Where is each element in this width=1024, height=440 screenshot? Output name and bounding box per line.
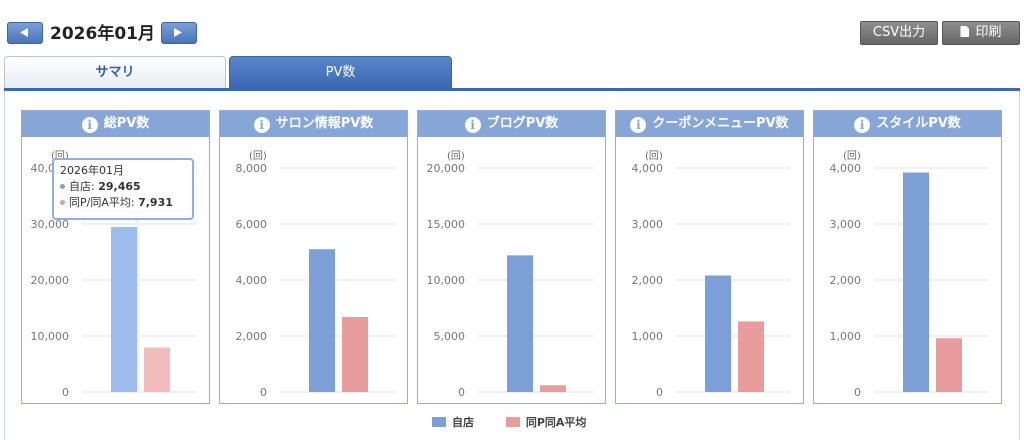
- chart-header: i サロン情報PV数: [220, 111, 407, 137]
- y-tick-label: 1,000: [632, 330, 664, 343]
- legend-item-self[interactable]: 自店: [432, 414, 474, 430]
- chart-title: サロン情報PV数: [275, 116, 374, 131]
- tooltip-self-value: 29,465: [98, 180, 141, 193]
- legend-label: 同P同A平均: [525, 416, 587, 429]
- y-tick-label: 3,000: [632, 218, 664, 231]
- y-tick-label: 20,000: [31, 274, 70, 287]
- bar-self[interactable]: [903, 172, 929, 392]
- document-icon: [960, 26, 970, 37]
- y-tick-label: 0: [854, 386, 861, 399]
- chart-style: (回) 0 1,000 2,000 3,000 4,000: [830, 150, 989, 399]
- tooltip-self-label: 自店:: [69, 180, 99, 193]
- legend-item-avg[interactable]: 同P同A平均: [505, 414, 587, 430]
- next-month-button[interactable]: [161, 22, 197, 44]
- bar-self[interactable]: [705, 275, 731, 392]
- chart-panel-total: i 総PV数 (回) 0 10,000 20,000 30,000 40,000: [21, 110, 210, 404]
- tab-underline: [4, 88, 1020, 91]
- tooltip-avg-value: 7,931: [138, 196, 173, 209]
- y-tick-label: 8,000: [236, 162, 268, 175]
- chart-coupon: (回) 0 1,000 2,000 3,000 4,000: [632, 150, 791, 399]
- chart-header: i 総PV数: [22, 111, 209, 137]
- legend-label: 自店: [452, 416, 474, 429]
- legend-swatch: [505, 417, 520, 427]
- chart-header: i クーポンメニューPV数: [616, 111, 803, 137]
- y-tick-label: 2,000: [236, 330, 268, 343]
- info-icon[interactable]: i: [81, 117, 98, 133]
- bar-self[interactable]: [507, 255, 533, 392]
- bar-average[interactable]: [342, 316, 368, 392]
- y-tick-label: 6,000: [236, 218, 268, 231]
- bar-self[interactable]: [111, 226, 137, 392]
- csv-export-label: CSV出力: [872, 25, 926, 40]
- chart-panel-style: i スタイルPV数 (回) 0 1,000 2,000 3,000 4,000: [813, 110, 1002, 404]
- bar-average[interactable]: [936, 338, 962, 392]
- y-tick-label: 2,000: [632, 274, 664, 287]
- chart-title: ブログPV数: [486, 116, 559, 131]
- chart-header: i スタイルPV数: [814, 111, 1001, 137]
- self-dot-icon: [60, 184, 65, 189]
- tab-pv[interactable]: PV数: [229, 56, 452, 89]
- prev-month-button[interactable]: [7, 22, 43, 44]
- triangle-left-icon: [20, 28, 28, 37]
- y-tick-label: 0: [458, 386, 465, 399]
- y-unit-label: (回): [843, 150, 861, 162]
- info-icon[interactable]: i: [630, 117, 647, 133]
- chart-panel-coupon: i クーポンメニューPV数 (回) 0 1,000 2,000 3,000 4,000: [615, 110, 804, 404]
- tooltip-month: 2026年01月: [60, 164, 124, 177]
- chart-legend: 自店 同P同A平均: [432, 414, 614, 430]
- chart-title: クーポンメニューPV数: [652, 116, 789, 131]
- tab-summary[interactable]: サマリ: [4, 56, 226, 89]
- bar-self[interactable]: [309, 249, 335, 392]
- bar-average[interactable]: [738, 321, 764, 392]
- chart-blog: (回) 0 5,000 10,000 15,000 20,000: [427, 150, 593, 399]
- info-icon[interactable]: i: [854, 117, 871, 133]
- y-tick-label: 2,000: [830, 274, 862, 287]
- y-tick-label: 4,000: [830, 162, 862, 175]
- y-unit-label: (回): [645, 150, 663, 162]
- avg-dot-icon: [60, 200, 65, 205]
- y-tick-label: 10,000: [427, 274, 466, 287]
- print-label: 印刷: [975, 25, 1002, 40]
- chart-title: 総PV数: [103, 116, 150, 131]
- legend-swatch: [432, 417, 446, 427]
- bar-average[interactable]: [144, 347, 170, 392]
- triangle-right-icon: [174, 28, 182, 37]
- y-tick-label: 1,000: [830, 330, 862, 343]
- chart-salon: (回) 0 2,000 4,000 6,000 8,000: [236, 150, 395, 399]
- y-tick-label: 0: [62, 386, 69, 399]
- csv-export-button[interactable]: CSV出力: [860, 21, 938, 45]
- month-title: 2026年01月: [50, 24, 155, 44]
- y-unit-label: (回): [249, 150, 267, 162]
- info-icon[interactable]: i: [253, 117, 270, 133]
- info-icon[interactable]: i: [464, 117, 481, 133]
- y-tick-label: 5,000: [434, 330, 466, 343]
- y-tick-label: 4,000: [632, 162, 664, 175]
- chart-tooltip: 2026年01月 自店: 29,465 同P/同A平均: 7,931: [52, 158, 194, 220]
- y-tick-label: 0: [260, 386, 267, 399]
- y-tick-label: 4,000: [236, 274, 268, 287]
- chart-panel-blog: i ブログPV数 (回) 0 5,000 10,000 15,000 20,000: [417, 110, 606, 404]
- chart-title: スタイルPV数: [876, 116, 961, 131]
- y-tick-label: 10,000: [31, 330, 70, 343]
- y-tick-label: 0: [656, 386, 663, 399]
- chart-panel-salon: i サロン情報PV数 (回) 0 2,000 4,000 6,000 8,000: [219, 110, 408, 404]
- y-tick-label: 30,000: [31, 218, 70, 231]
- y-tick-label: 15,000: [427, 218, 466, 231]
- chart-header: i ブログPV数: [418, 111, 605, 137]
- tooltip-avg-label: 同P/同A平均:: [69, 196, 139, 209]
- y-unit-label: (回): [447, 150, 465, 162]
- print-button[interactable]: 印刷: [942, 21, 1020, 45]
- content-area: [4, 91, 1020, 440]
- y-tick-label: 3,000: [830, 218, 862, 231]
- y-tick-label: 20,000: [427, 162, 466, 175]
- bar-average[interactable]: [540, 385, 566, 392]
